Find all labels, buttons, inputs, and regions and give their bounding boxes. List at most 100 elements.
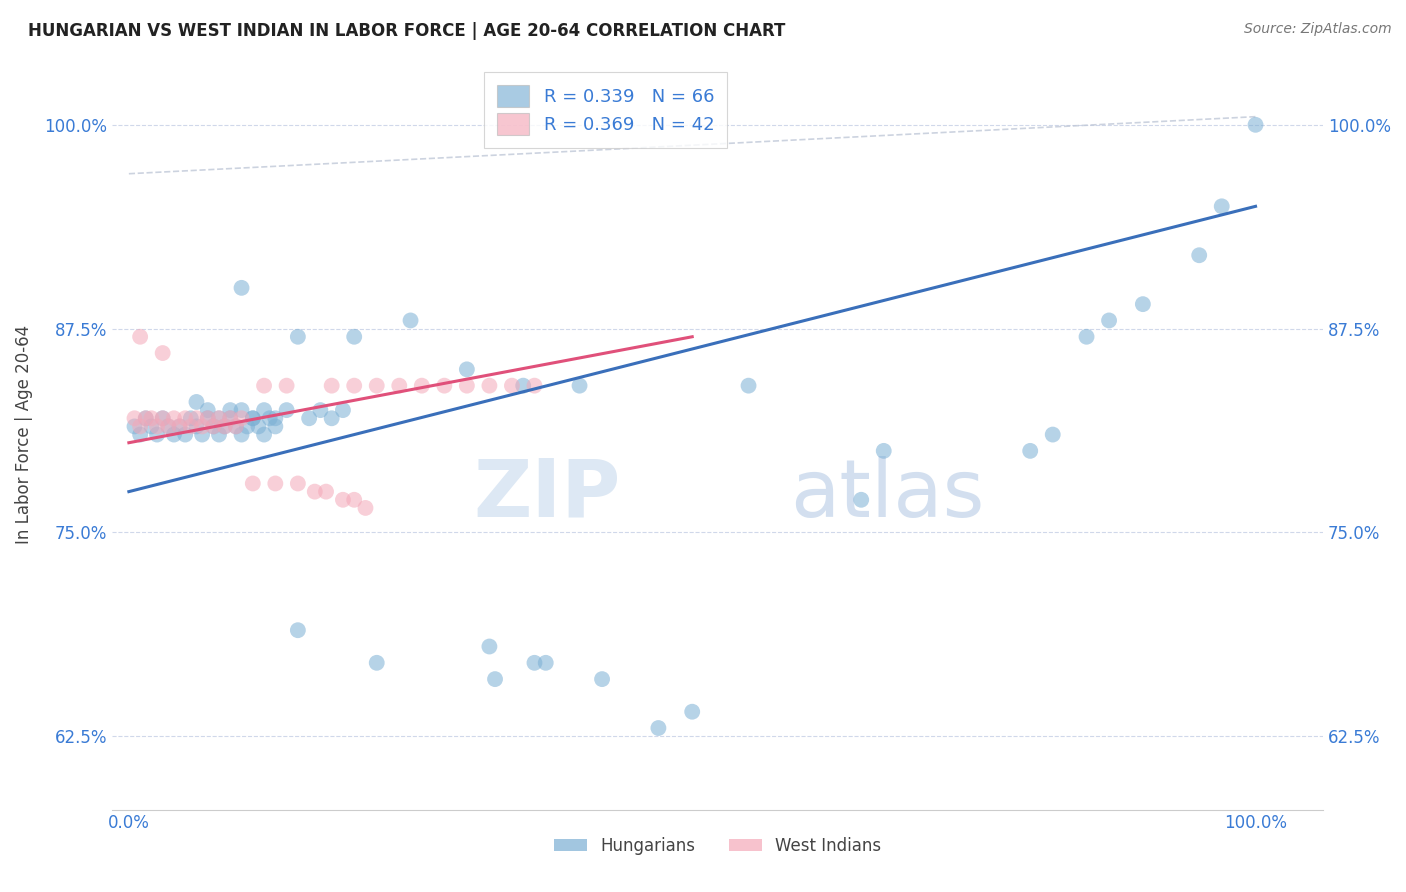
Point <box>146 427 169 442</box>
Point <box>152 411 174 425</box>
Point <box>523 378 546 392</box>
Point <box>1019 443 1042 458</box>
Legend: R = 0.339   N = 66, R = 0.369   N = 42: R = 0.339 N = 66, R = 0.369 N = 42 <box>484 72 727 148</box>
Point <box>523 656 546 670</box>
Point <box>366 656 388 670</box>
Point <box>169 419 191 434</box>
Point <box>287 624 309 638</box>
Text: HUNGARIAN VS WEST INDIAN IN LABOR FORCE | AGE 20-64 CORRELATION CHART: HUNGARIAN VS WEST INDIAN IN LABOR FORCE … <box>28 22 786 40</box>
Point <box>219 411 242 425</box>
Point <box>315 484 337 499</box>
Point <box>169 419 191 434</box>
Point <box>152 346 174 360</box>
Point <box>851 492 873 507</box>
Point <box>399 313 422 327</box>
Point <box>647 721 669 735</box>
Point <box>478 378 501 392</box>
Y-axis label: In Labor Force | Age 20-64: In Labor Force | Age 20-64 <box>15 325 32 544</box>
Point <box>433 378 456 392</box>
Point <box>225 419 247 434</box>
Point <box>304 484 326 499</box>
Point <box>129 427 152 442</box>
Point <box>186 419 208 434</box>
Point <box>208 411 231 425</box>
Point <box>124 411 146 425</box>
Point <box>1132 297 1154 311</box>
Point <box>484 672 506 686</box>
Point <box>276 403 298 417</box>
Point <box>1188 248 1211 262</box>
Point <box>180 419 202 434</box>
Point <box>343 492 366 507</box>
Point <box>163 411 186 425</box>
Point <box>174 411 197 425</box>
Point <box>287 330 309 344</box>
Point <box>135 411 157 425</box>
Point <box>276 378 298 392</box>
Point <box>456 362 478 376</box>
Point <box>298 411 321 425</box>
Point <box>135 411 157 425</box>
Point <box>388 378 411 392</box>
Point <box>591 672 613 686</box>
Point <box>180 411 202 425</box>
Point <box>343 330 366 344</box>
Point <box>253 403 276 417</box>
Point <box>208 427 231 442</box>
Point <box>231 427 253 442</box>
Point <box>141 411 163 425</box>
Point <box>208 411 231 425</box>
Point <box>512 378 534 392</box>
Point <box>242 411 264 425</box>
Point <box>186 411 208 425</box>
Point <box>231 281 253 295</box>
Point <box>501 378 523 392</box>
Point <box>264 476 287 491</box>
Point <box>259 411 281 425</box>
Point <box>737 378 759 392</box>
Point <box>264 411 287 425</box>
Point <box>287 476 309 491</box>
Point <box>157 419 180 434</box>
Point <box>231 403 253 417</box>
Point <box>157 419 180 434</box>
Point <box>225 419 247 434</box>
Text: atlas: atlas <box>790 456 984 533</box>
Point <box>219 411 242 425</box>
Point <box>309 403 332 417</box>
Point <box>191 427 214 442</box>
Point <box>1098 313 1121 327</box>
Point <box>202 419 225 434</box>
Point <box>231 411 253 425</box>
Point <box>191 419 214 434</box>
Point <box>343 378 366 392</box>
Point <box>534 656 557 670</box>
Point <box>197 403 219 417</box>
Point <box>202 419 225 434</box>
Point <box>321 411 343 425</box>
Point <box>219 403 242 417</box>
Point <box>236 419 259 434</box>
Point <box>1076 330 1098 344</box>
Point <box>152 411 174 425</box>
Point <box>197 411 219 425</box>
Point <box>129 330 152 344</box>
Point <box>411 378 433 392</box>
Point <box>366 378 388 392</box>
Point <box>456 378 478 392</box>
Point <box>354 500 377 515</box>
Point <box>1244 118 1267 132</box>
Point <box>146 419 169 434</box>
Text: ZIP: ZIP <box>474 456 620 533</box>
Point <box>197 411 219 425</box>
Text: Source: ZipAtlas.com: Source: ZipAtlas.com <box>1244 22 1392 37</box>
Point <box>568 378 591 392</box>
Point <box>332 403 354 417</box>
Point <box>242 411 264 425</box>
Point <box>124 419 146 434</box>
Point <box>478 640 501 654</box>
Point <box>873 443 896 458</box>
Point <box>253 378 276 392</box>
Point <box>1042 427 1064 442</box>
Point <box>186 395 208 409</box>
